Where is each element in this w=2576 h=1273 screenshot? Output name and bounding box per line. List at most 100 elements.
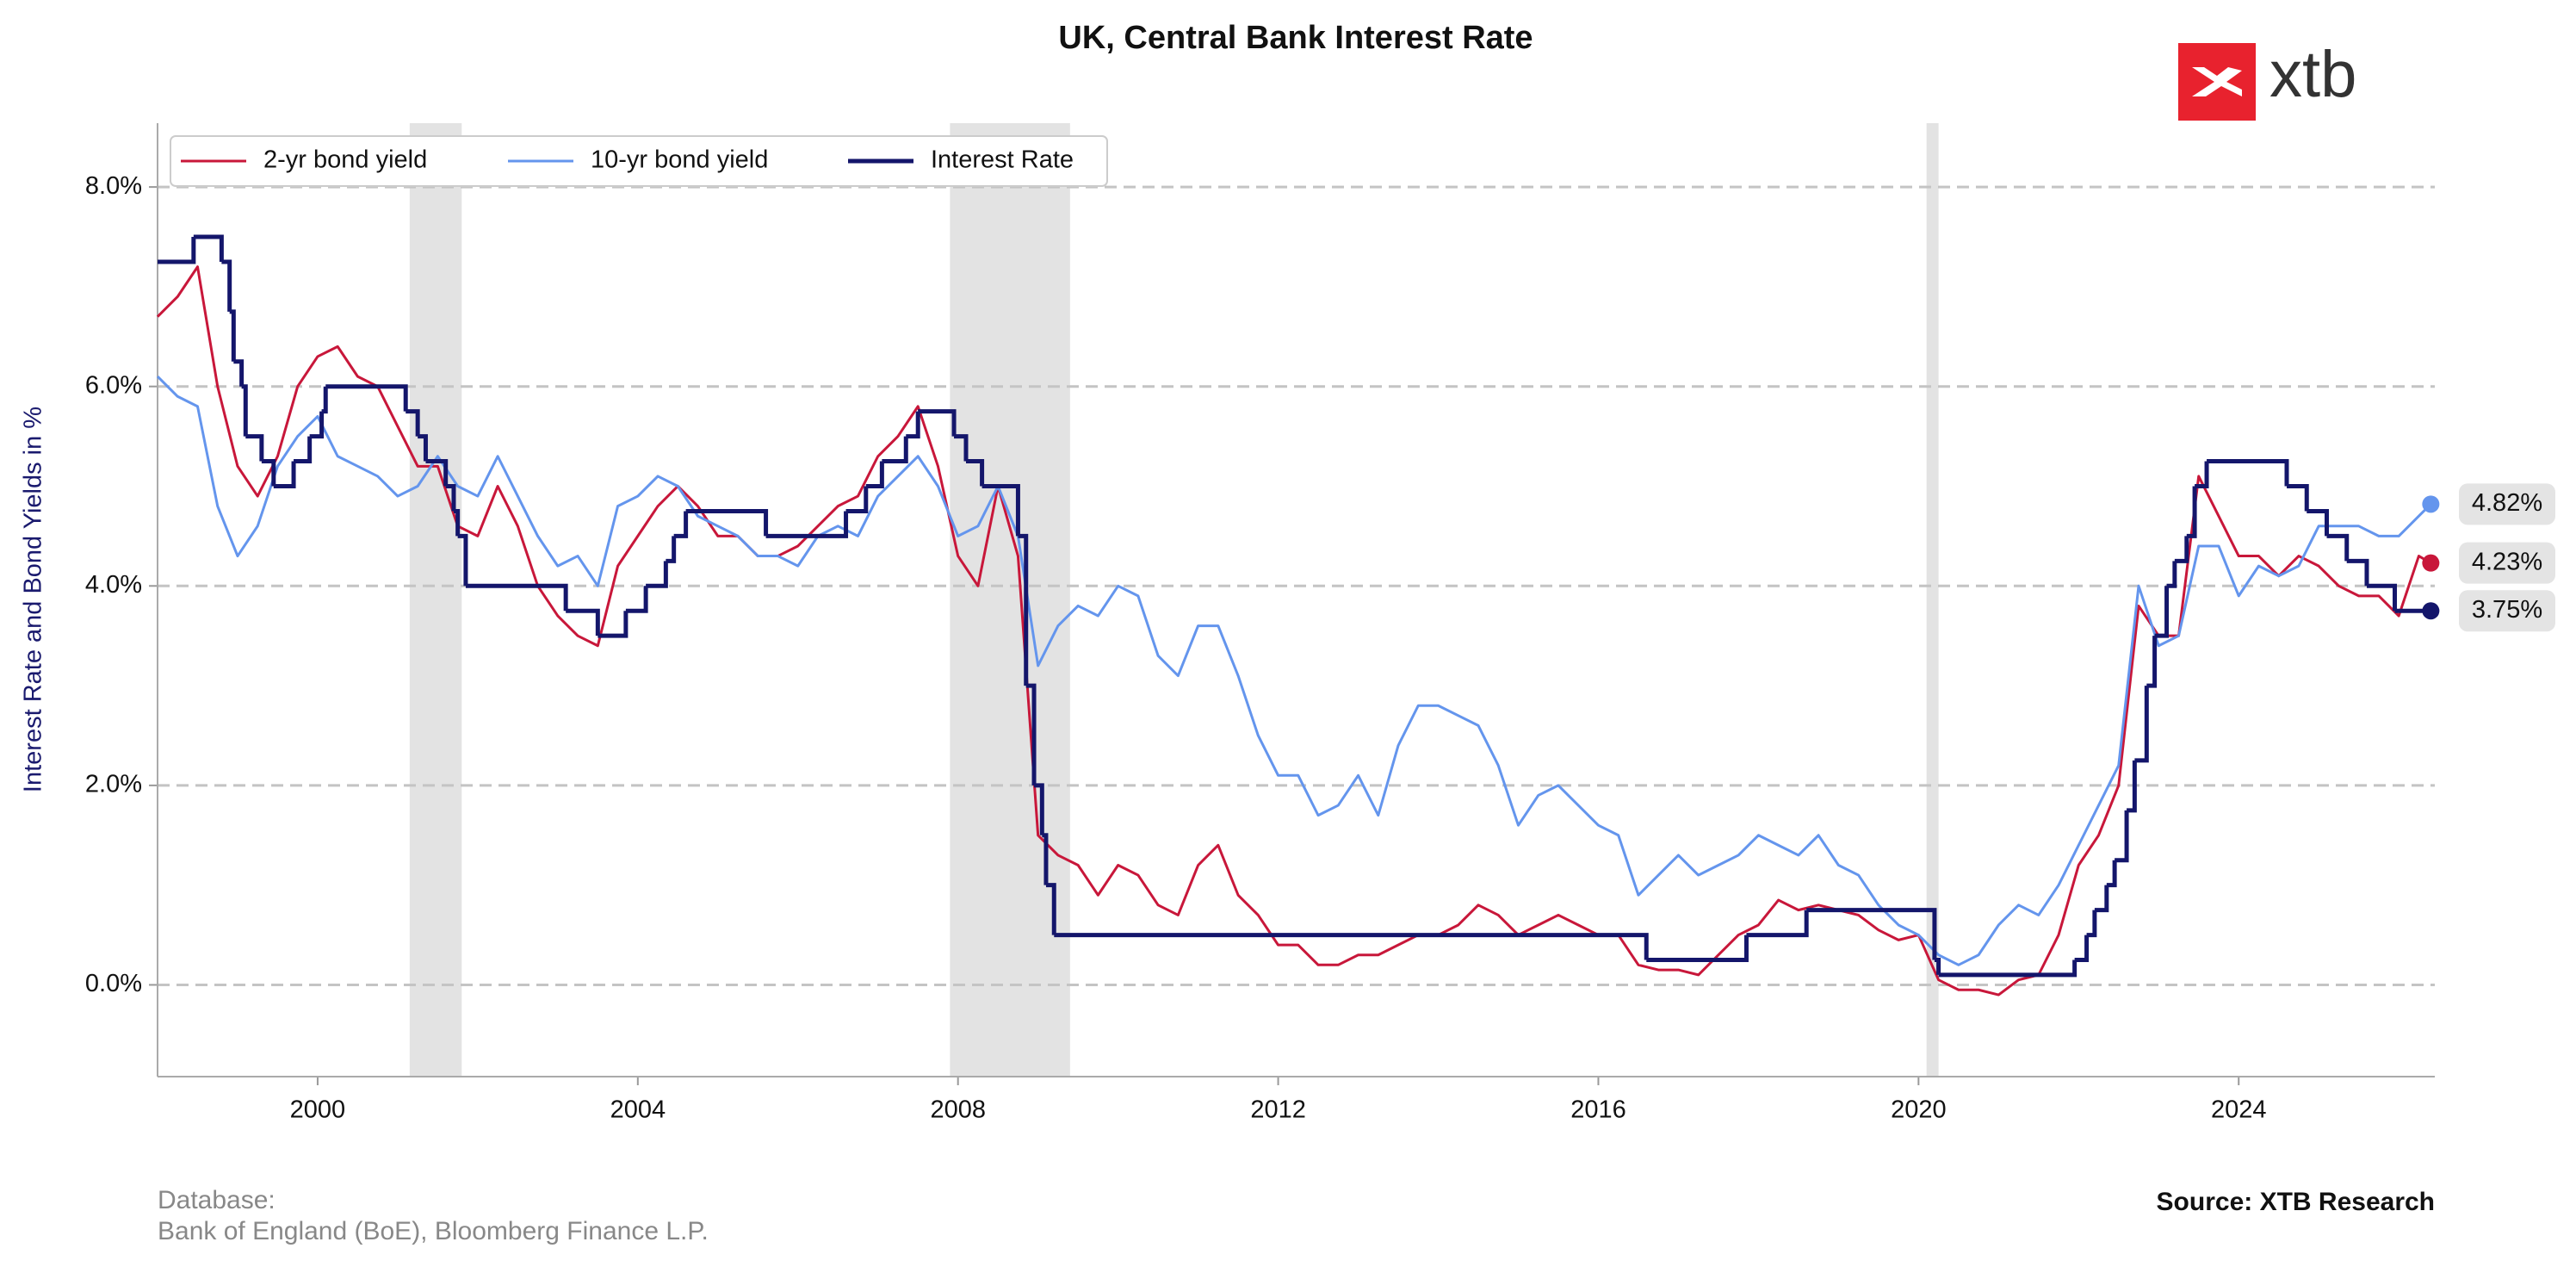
step-segment <box>906 411 920 439</box>
end-label-box <box>2459 590 2555 632</box>
footer-source: Bank of England (BoE), Bloomberg Finance… <box>158 1217 709 1245</box>
step-segment <box>625 586 648 613</box>
step-segment <box>294 436 313 464</box>
step-segment <box>666 536 677 563</box>
legend: 2-yr bond yield 10-yr bond yield Interest … <box>170 135 1108 187</box>
legend-label: 2-yr bond yield <box>263 146 427 174</box>
step-segment <box>598 611 629 638</box>
source: Source: XTB Research <box>2157 1188 2435 1216</box>
step-segment <box>2127 760 2137 813</box>
step-segment <box>1054 933 1649 960</box>
step-segment <box>193 234 224 262</box>
step-segment <box>1806 908 1937 960</box>
step-segment <box>2106 860 2117 888</box>
end-marker <box>2422 554 2440 572</box>
x-tick-label: 2016 <box>1570 1096 1626 1124</box>
step-segment <box>233 359 245 387</box>
step-segment <box>2307 508 2329 537</box>
step-segment <box>229 309 236 362</box>
shaded-period <box>950 123 1070 1077</box>
step-segment <box>1938 959 2078 978</box>
step-segment <box>325 384 408 412</box>
step-segment <box>1018 533 1029 686</box>
step-segment <box>2207 459 2289 487</box>
step-segment <box>646 561 668 588</box>
step-segment <box>1025 683 1037 786</box>
logo-icon <box>2192 67 2242 96</box>
step-segment <box>673 511 689 538</box>
step-segment <box>453 508 461 537</box>
logo: xtb <box>2178 38 2356 121</box>
step-segment <box>406 409 420 437</box>
step-segment <box>1646 935 1749 963</box>
step-segment <box>1042 833 1049 885</box>
step-segment <box>241 384 248 437</box>
step-segment <box>1045 883 1056 935</box>
step-segment <box>2195 461 2209 488</box>
step-segment <box>445 483 456 512</box>
step-segment <box>2174 536 2189 563</box>
step-segment <box>845 486 869 513</box>
step-segment <box>2134 686 2149 763</box>
y-tick-label: 0.0% <box>85 970 142 997</box>
step-segment <box>2366 583 2398 612</box>
end-label: 3.75% <box>2472 596 2542 624</box>
step-segment <box>2074 935 2090 963</box>
shaded-period <box>409 123 462 1077</box>
step-segment <box>2166 561 2177 588</box>
step-segment <box>273 461 296 488</box>
series-line <box>156 265 2432 997</box>
y-tick-label: 6.0% <box>85 371 142 399</box>
end-label: 4.82% <box>2472 489 2542 517</box>
x-tick-label: 2020 <box>1891 1096 1947 1124</box>
step-segment <box>685 508 769 537</box>
end-label: 4.23% <box>2472 548 2542 575</box>
end-label-box <box>2459 483 2555 525</box>
step-segment <box>918 409 957 437</box>
step-segment <box>158 237 196 264</box>
step-segment <box>954 434 969 462</box>
x-tick-label: 2000 <box>290 1096 346 1124</box>
step-segment <box>765 511 849 538</box>
step-segment <box>1746 910 1809 938</box>
step-segment <box>309 411 325 439</box>
step-segment <box>2326 533 2350 562</box>
legend-label: Interest Rate <box>931 146 1074 174</box>
step-segment <box>425 459 449 487</box>
legend-label: 10-yr bond yield <box>591 146 768 174</box>
shaded-period <box>1926 123 1939 1077</box>
step-segment <box>1934 958 1941 975</box>
step-segment <box>566 608 600 636</box>
step-segment <box>1034 783 1044 835</box>
series-line <box>156 376 2432 966</box>
step-segment <box>261 459 276 487</box>
step-segment <box>2186 486 2197 538</box>
step-segment <box>321 386 328 414</box>
step-segment <box>2094 885 2109 913</box>
step-segment <box>2086 910 2097 938</box>
step-segment <box>882 436 908 464</box>
step-segment <box>2154 586 2170 638</box>
step-segment <box>2146 636 2158 688</box>
x-tick-label: 2008 <box>930 1096 986 1124</box>
y-axis-label: Interest Rate and Bond Yields in % <box>20 407 47 792</box>
y-tick-label: 8.0% <box>85 172 142 200</box>
footer-label: Database: <box>158 1186 276 1214</box>
x-tick-label: 2004 <box>610 1096 666 1124</box>
step-segment <box>457 533 468 587</box>
end-label-box <box>2459 542 2555 584</box>
chart-title: UK, Central Bank Interest Rate <box>1058 20 1533 56</box>
step-segment <box>981 483 1020 537</box>
step-segment <box>2287 483 2309 512</box>
step-segment <box>418 434 428 462</box>
x-tick-label: 2012 <box>1250 1096 1306 1124</box>
end-marker <box>2422 602 2440 620</box>
step-segment <box>2115 810 2129 863</box>
y-tick-label: 2.0% <box>85 771 142 798</box>
logo-text: xtb <box>2269 38 2356 111</box>
step-segment <box>221 259 232 312</box>
step-segment <box>865 461 884 488</box>
step-segment <box>245 434 264 462</box>
